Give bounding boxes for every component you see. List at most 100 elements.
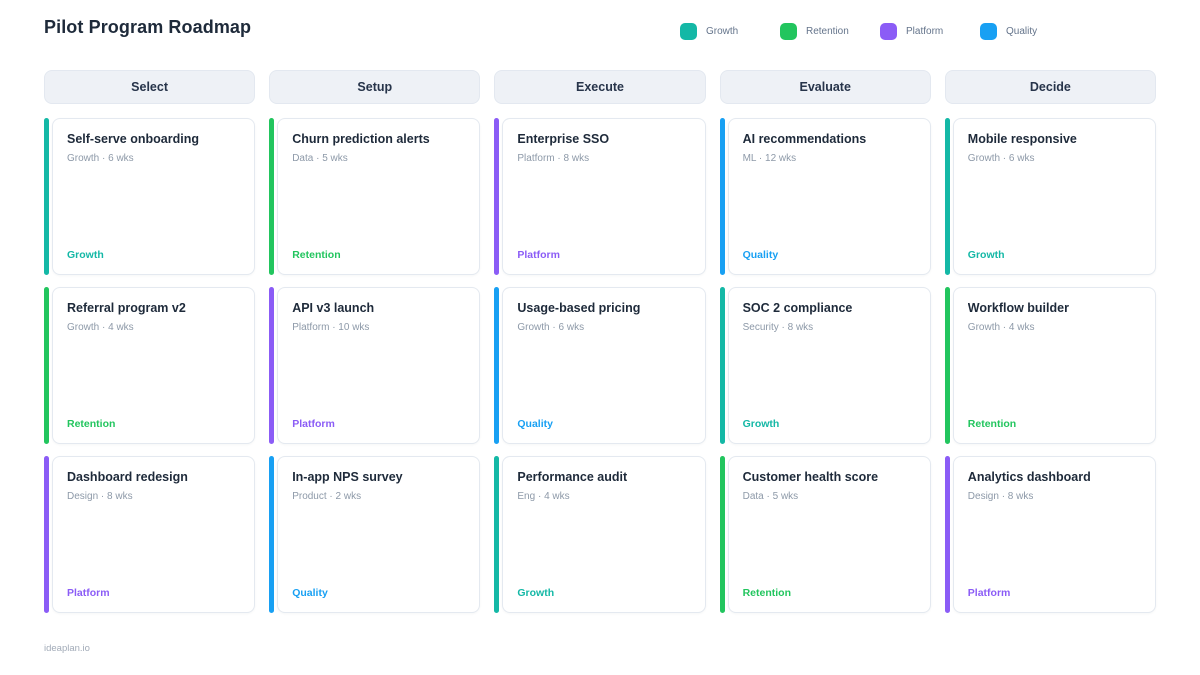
card-title: Dashboard redesign: [67, 470, 188, 484]
card-spacer: [67, 164, 240, 249]
card-body: SOC 2 compliance Security · 8 wks Growth: [727, 287, 931, 444]
card-meta: Platform · 10 wks: [292, 322, 370, 333]
card-spacer: [292, 164, 465, 249]
card-spacer: [968, 502, 1141, 587]
card-title: Workflow builder: [967, 301, 1069, 315]
card-spacer: [292, 502, 465, 587]
card-tag: Platform: [517, 249, 560, 261]
legend-item-retention: Retention: [780, 23, 880, 40]
card-body: Performance audit Eng · 4 wks Growth: [502, 456, 706, 613]
card-title: Performance audit: [517, 470, 628, 484]
card-body: API v3 launch Platform · 10 wks Platform: [277, 287, 481, 444]
card-accent-bar: [269, 287, 275, 444]
card[interactable]: SOC 2 compliance Security · 8 wks Growth: [719, 287, 931, 444]
card-title: Analytics dashboard: [967, 470, 1091, 484]
card-tag: Quality: [742, 249, 779, 261]
legend-label-retention: Retention: [806, 26, 849, 37]
card-spacer: [743, 333, 916, 418]
card-accent-bar: [719, 456, 725, 613]
board: Select Self-serve onboarding Growth · 6 wk…: [44, 70, 1156, 625]
card-spacer: [968, 333, 1141, 418]
card[interactable]: AI recommendations ML · 12 wks Quality: [719, 118, 931, 275]
card[interactable]: Self-serve onboarding Growth · 6 wks Growt…: [44, 118, 256, 275]
card-meta: Platform · 8 wks: [517, 153, 590, 164]
card-tag: Quality: [517, 418, 553, 430]
card[interactable]: Customer health score Data · 5 wks Retenti…: [719, 456, 931, 613]
card-title: Churn prediction alerts: [292, 132, 430, 146]
card-body: Dashboard redesign Design · 8 wks Platform: [52, 456, 256, 613]
card-tag: Growth: [967, 249, 1005, 261]
card-meta: Security · 8 wks: [742, 322, 814, 333]
card[interactable]: Referral program v2 Growth · 4 wks Retenti…: [44, 287, 256, 444]
card-spacer: [292, 333, 465, 418]
card-meta: Growth · 6 wks: [67, 153, 134, 164]
growth-swatch-icon: [680, 23, 697, 40]
card-meta: Design · 8 wks: [967, 491, 1034, 502]
legend-label-platform: Platform: [906, 26, 944, 37]
column-execute: Execute Enterprise SSO Platform · 8 wks Pla…: [494, 70, 706, 625]
card-meta: Growth · 4 wks: [967, 322, 1035, 333]
card[interactable]: Dashboard redesign Design · 8 wks Platform: [44, 456, 256, 613]
card-body: Analytics dashboard Design · 8 wks Platfor…: [952, 456, 1156, 613]
card-spacer: [743, 164, 916, 249]
card-meta: Design · 8 wks: [67, 491, 133, 502]
card-accent-bar: [494, 287, 500, 444]
legend-item-quality: Quality: [980, 23, 1080, 40]
card-accent-bar: [719, 118, 725, 275]
card[interactable]: Churn prediction alerts Data · 5 wks Reten…: [269, 118, 481, 275]
card-tag: Quality: [292, 587, 328, 599]
card[interactable]: Enterprise SSO Platform · 8 wks Platform: [494, 118, 706, 275]
card-accent-bar: [944, 456, 950, 613]
card[interactable]: Analytics dashboard Design · 8 wks Platfor…: [944, 456, 1156, 613]
card-spacer: [517, 164, 690, 249]
card-accent-bar: [944, 118, 950, 275]
card-accent-bar: [44, 287, 49, 444]
page-title: Pilot Program Roadmap: [44, 17, 252, 37]
card-spacer: [67, 333, 240, 418]
column-header-select: Select: [44, 70, 256, 104]
card-title: Enterprise SSO: [517, 132, 610, 146]
card-body: Enterprise SSO Platform · 8 wks Platform: [502, 118, 706, 275]
card-accent-bar: [269, 118, 275, 275]
card-meta: Growth · 4 wks: [67, 322, 134, 333]
card-tag: Retention: [67, 418, 116, 430]
card-tag: Retention: [742, 587, 792, 599]
card-title: In-app NPS survey: [292, 470, 403, 484]
card[interactable]: In-app NPS survey Product · 2 wks Quality: [269, 456, 481, 613]
column-select: Select Self-serve onboarding Growth · 6 wk…: [44, 70, 256, 625]
card-tag: Platform: [967, 587, 1011, 599]
column-header-setup: Setup: [269, 70, 481, 104]
card[interactable]: Mobile responsive Growth · 6 wks Growth: [944, 118, 1156, 275]
card-body: Churn prediction alerts Data · 5 wks Reten…: [277, 118, 481, 275]
legend-item-growth: Growth: [680, 23, 780, 40]
card-spacer: [743, 502, 916, 587]
card-tag: Growth: [67, 249, 104, 261]
card[interactable]: Workflow builder Growth · 4 wks Retention: [944, 287, 1156, 444]
card[interactable]: API v3 launch Platform · 10 wks Platform: [269, 287, 481, 444]
legend-label-growth: Growth: [706, 26, 739, 37]
card-meta: ML · 12 wks: [742, 153, 797, 164]
card-body: In-app NPS survey Product · 2 wks Quality: [277, 456, 481, 613]
card-tag: Growth: [742, 418, 780, 430]
card-accent-bar: [719, 287, 725, 444]
card-body: Usage-based pricing Growth · 6 wks Quality: [502, 287, 706, 444]
card-accent-bar: [494, 456, 500, 613]
card-meta: Data · 5 wks: [742, 491, 799, 502]
column-evaluate: Evaluate AI recommendations ML · 12 wks Qua…: [719, 70, 931, 625]
card-meta: Eng · 4 wks: [517, 491, 570, 502]
card[interactable]: Usage-based pricing Growth · 6 wks Quality: [494, 287, 706, 444]
card-spacer: [968, 164, 1141, 249]
card-title: SOC 2 compliance: [742, 301, 853, 315]
card-tag: Platform: [67, 587, 110, 599]
card-accent-bar: [44, 456, 49, 613]
card[interactable]: Performance audit Eng · 4 wks Growth: [494, 456, 706, 613]
card-title: API v3 launch: [292, 301, 375, 315]
card-spacer: [517, 502, 690, 587]
card-accent-bar: [44, 118, 49, 275]
card-body: Workflow builder Growth · 4 wks Retention: [952, 287, 1156, 444]
card-spacer: [67, 502, 240, 587]
legend-label-quality: Quality: [1006, 26, 1038, 37]
card-tag: Growth: [517, 587, 555, 599]
legend: Growth Retention Platform Quality: [680, 23, 1080, 40]
card-tag: Platform: [292, 418, 335, 430]
